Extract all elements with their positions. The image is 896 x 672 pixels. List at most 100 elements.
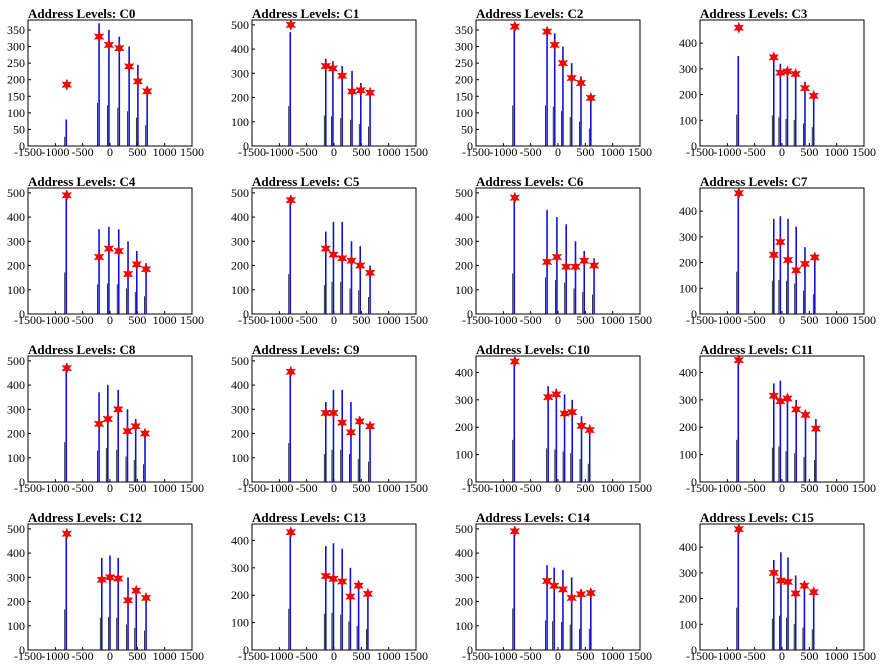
x-tick-label: 0: [555, 313, 561, 327]
y-tick-label: 150: [7, 89, 25, 103]
y-tick-label: 400: [455, 210, 473, 224]
x-tick-label: 500: [352, 481, 370, 495]
y-tick-label: 400: [231, 210, 249, 224]
x-tick-label: -1000: [713, 649, 741, 663]
y-tick-label: 100: [7, 106, 25, 120]
histogram-panel: Address Levels: C1 -1500 -1000 -500 0 500 1000…: [224, 0, 448, 168]
x-tick-label: 1000: [825, 145, 849, 159]
histogram-plot: -1500 -1000 -500 0 500 1000 1500 0 100 200 300 400: [455, 355, 652, 495]
peak-marker: [345, 426, 357, 439]
peak-marker: [61, 78, 73, 91]
x-tick-label: 1000: [601, 313, 625, 327]
histogram-panel: Address Levels: C15 -1500 -1000 -500 0 500 100…: [672, 504, 896, 672]
peak-marker: [541, 255, 553, 268]
x-tick-label: -1000: [489, 145, 517, 159]
x-tick-label: 1000: [825, 313, 849, 327]
y-tick-label: 500: [231, 186, 249, 200]
peak-marker: [112, 572, 124, 585]
y-tick-label: 400: [7, 378, 25, 392]
x-tick-label: 1000: [377, 145, 401, 159]
x-tick-label: 500: [352, 313, 370, 327]
peak-marker: [328, 248, 339, 261]
peak-marker: [131, 258, 143, 271]
x-tick-label: 1000: [601, 649, 625, 663]
x-tick-label: -500: [296, 649, 318, 663]
x-tick-label: -1000: [265, 145, 293, 159]
x-tick-label: 500: [576, 313, 594, 327]
histogram-plot: -1500 -1000 -500 0 500 1000 1500 0 100 200 300 400: [679, 523, 876, 663]
peak-marker: [93, 30, 105, 43]
y-tick-label: 0: [243, 643, 249, 657]
peak-marker: [61, 527, 73, 540]
peak-marker: [364, 266, 376, 279]
y-tick-label: 250: [455, 56, 473, 70]
x-tick-label: -1500: [14, 145, 42, 159]
peak-marker: [103, 242, 115, 255]
peak-marker: [733, 21, 745, 34]
peak-marker: [345, 590, 356, 603]
histogram-panel: Address Levels: C5 -1500 -1000 -500 0 500 1000…: [224, 168, 448, 336]
peak-marker: [566, 406, 578, 419]
y-tick-label: 0: [19, 139, 25, 153]
x-tick-label: 1000: [377, 481, 401, 495]
x-tick-label: -500: [520, 145, 542, 159]
histogram-panel: Address Levels: C6 -1500 -1000 -500 0 500 1000…: [448, 168, 672, 336]
x-tick-label: -1500: [462, 145, 490, 159]
y-tick-label: 300: [455, 40, 473, 54]
x-tick-label: 500: [576, 649, 594, 663]
y-tick-label: 500: [231, 18, 249, 32]
peak-marker: [509, 525, 521, 538]
x-tick-label: 500: [352, 145, 370, 159]
y-tick-label: 0: [243, 475, 249, 489]
x-tick-label: 1000: [601, 481, 625, 495]
histogram-plot: -1500 -1000 -500 0 500 1000 1500 0 100 200 300 400: [679, 354, 876, 495]
plot-frame: [699, 355, 865, 483]
y-tick-label: 300: [455, 393, 473, 407]
x-tick-label: 1500: [180, 481, 204, 495]
y-tick-label: 300: [231, 66, 249, 80]
peak-marker: [541, 25, 553, 38]
y-tick-label: 100: [679, 448, 697, 462]
x-tick-label: 500: [800, 145, 818, 159]
histogram-plot: -1500 -1000 -500 0 500 1000 1500 0 100 200 300 400 5…: [7, 186, 204, 327]
x-tick-label: 500: [128, 313, 146, 327]
x-tick-label: 1000: [601, 145, 625, 159]
peak-marker: [113, 244, 124, 258]
x-tick-label: -1500: [686, 145, 714, 159]
peak-marker: [809, 251, 821, 264]
peak-marker: [102, 412, 114, 426]
plot-frame: [27, 19, 193, 147]
x-tick-label: -1000: [265, 481, 293, 495]
y-tick-label: 200: [7, 259, 25, 273]
peak-marker: [560, 260, 572, 273]
x-tick-label: 0: [331, 649, 337, 663]
peak-marker: [355, 259, 366, 272]
peak-marker: [327, 62, 339, 75]
histogram-panel: Address Levels: C2 -1500 -1000 -500 0 500 1000…: [448, 0, 672, 168]
peak-marker: [93, 251, 105, 264]
peak-marker: [112, 403, 124, 416]
peak-marker: [93, 417, 105, 430]
x-tick-label: -1000: [713, 145, 741, 159]
y-tick-label: 200: [679, 256, 697, 270]
peak-marker: [123, 60, 135, 73]
peak-marker: [768, 566, 780, 579]
peak-marker: [541, 574, 553, 587]
y-tick-label: 100: [455, 106, 473, 120]
peak-marker: [733, 187, 745, 200]
panel-title: Address Levels: C10: [476, 342, 590, 357]
x-tick-label: 1500: [404, 481, 428, 495]
x-tick-label: 500: [128, 481, 146, 495]
y-tick-label: 500: [7, 522, 25, 536]
x-tick-label: 0: [779, 481, 785, 495]
y-tick-label: 50: [13, 122, 25, 136]
x-tick-label: 1000: [153, 145, 177, 159]
x-tick-label: 0: [555, 481, 561, 495]
peak-marker: [336, 575, 348, 588]
y-tick-label: 0: [691, 139, 697, 153]
peak-marker: [775, 235, 786, 249]
peak-marker: [579, 254, 590, 267]
peak-marker: [320, 570, 332, 583]
x-tick-label: -500: [72, 145, 94, 159]
